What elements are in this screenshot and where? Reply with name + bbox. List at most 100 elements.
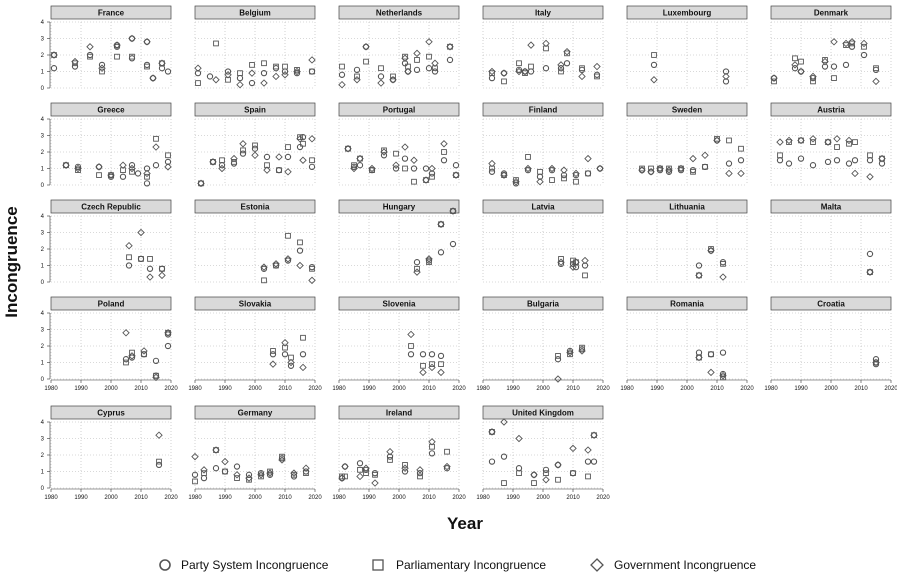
parliament-point <box>294 66 300 73</box>
government-point <box>548 164 556 173</box>
government-point <box>809 72 817 81</box>
government-point <box>542 476 550 484</box>
legend-government-marker <box>590 558 604 572</box>
party-point <box>281 351 289 358</box>
government-point <box>401 143 409 151</box>
parliament-point <box>582 272 588 279</box>
x-tick-label: 2020 <box>164 386 178 392</box>
parliament-point <box>561 175 567 182</box>
government-point <box>128 352 136 360</box>
panel-grid: France 0 1 2 3 4 Belgium Netherlands Italy Luxemb… <box>41 5 897 501</box>
government-point <box>155 431 163 439</box>
government-point <box>212 76 220 84</box>
government-point <box>665 166 673 174</box>
parliament-point <box>501 78 507 85</box>
government-point <box>272 72 280 81</box>
y-tick-label: 0 <box>41 486 45 492</box>
party-point <box>260 70 268 77</box>
government-point <box>308 135 316 143</box>
party-point <box>158 265 166 272</box>
panel-title: Greece <box>97 106 125 115</box>
government-point <box>113 41 121 49</box>
government-point <box>263 166 271 174</box>
party-point <box>542 466 550 473</box>
parliament-point <box>579 65 585 72</box>
government-point <box>71 57 79 66</box>
panel-france: France 0 1 2 3 4 <box>41 5 172 92</box>
government-point <box>95 163 103 171</box>
party-point <box>428 450 436 457</box>
government-point <box>200 466 208 474</box>
party-point <box>446 56 454 64</box>
panel-strip <box>626 199 748 214</box>
panel-hungary: Hungary <box>338 199 460 283</box>
parliament-point <box>555 476 561 483</box>
government-point <box>308 276 316 285</box>
party-point <box>665 168 673 175</box>
party-point <box>515 465 523 472</box>
government-point <box>557 61 565 69</box>
parliament-point <box>438 361 444 368</box>
government-point <box>572 169 580 178</box>
parliament-point <box>567 351 573 358</box>
x-axis-title: Year <box>447 514 483 533</box>
parliament-point <box>276 167 282 174</box>
parliament-point <box>339 63 345 70</box>
x-tick-label: 2020 <box>452 386 466 392</box>
parliament-point <box>258 473 264 480</box>
panel-title: Sweden <box>672 106 702 115</box>
x-tick-label: 2010 <box>854 386 868 392</box>
party-point <box>353 66 361 73</box>
parliament-point <box>165 329 171 336</box>
parliament-point <box>522 70 528 77</box>
parliament-point <box>297 239 303 246</box>
panel-strip <box>338 405 460 420</box>
panel-strip <box>482 405 604 420</box>
party-point <box>152 162 160 169</box>
parliament-point <box>363 58 369 65</box>
y-tick-label: 1 <box>41 70 45 76</box>
government-point <box>428 363 436 372</box>
party-point <box>164 342 172 350</box>
government-point <box>542 39 550 48</box>
government-point <box>488 67 496 76</box>
government-point <box>719 273 727 281</box>
x-tick-label: 1990 <box>506 386 520 392</box>
parliament-point <box>357 155 363 162</box>
parliament-point <box>390 73 396 80</box>
parliament-point <box>585 170 591 177</box>
y-tick-label: 1 <box>41 264 45 270</box>
party-point <box>200 474 208 482</box>
government-point <box>701 151 709 160</box>
party-point <box>143 61 151 69</box>
party-point <box>113 43 121 50</box>
parliament-point <box>429 361 435 368</box>
panel-strip <box>50 296 172 311</box>
parliament-point <box>696 354 702 361</box>
government-point <box>425 38 433 46</box>
government-point <box>251 151 259 160</box>
government-point <box>362 464 370 472</box>
panel-strip <box>338 296 460 311</box>
x-tick-label: 1980 <box>764 386 778 392</box>
government-point <box>338 474 346 482</box>
party-point <box>500 453 508 460</box>
government-point <box>392 161 400 169</box>
government-point <box>164 329 172 337</box>
government-point <box>107 171 115 179</box>
parliament-point <box>309 157 315 164</box>
parliament-point <box>426 259 432 266</box>
government-point <box>872 77 880 86</box>
parliament-point <box>195 80 201 86</box>
government-point <box>278 456 286 464</box>
party-point <box>428 170 436 177</box>
party-point <box>650 61 658 69</box>
y-tick-label: 2 <box>41 247 45 253</box>
party-point <box>152 357 160 364</box>
panel-strip <box>482 296 604 311</box>
government-point <box>593 62 601 71</box>
parliament-point <box>123 359 129 366</box>
parliament-point <box>516 470 522 477</box>
government-point <box>770 74 778 82</box>
parliament-point <box>420 362 426 369</box>
